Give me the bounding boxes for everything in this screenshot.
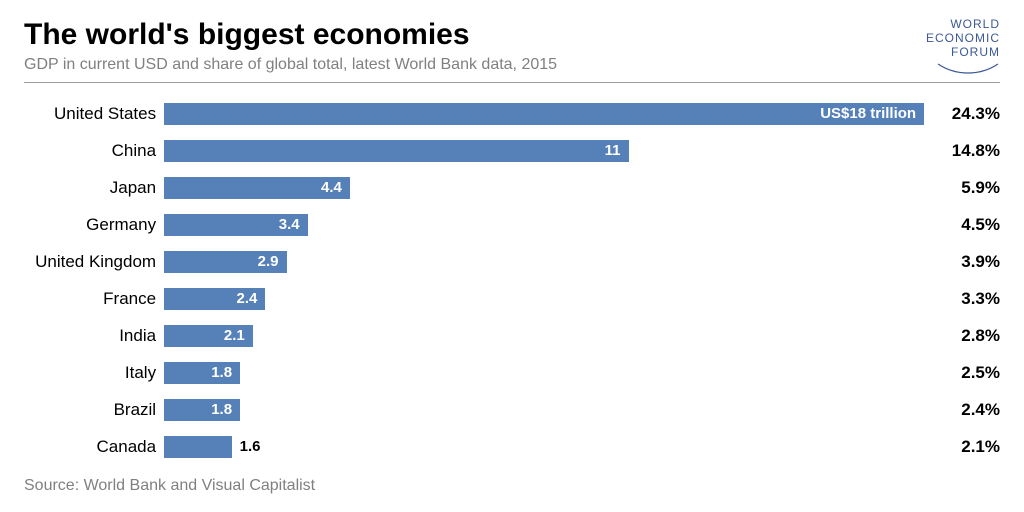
- bar-row: France 2.4 3.3%: [24, 282, 1000, 315]
- bar-row: Brazil 1.8 2.4%: [24, 393, 1000, 426]
- share-label: 5.9%: [924, 178, 1000, 198]
- bar-track: 2.9: [164, 251, 924, 273]
- share-label: 4.5%: [924, 215, 1000, 235]
- bar: 2.4: [164, 288, 265, 310]
- logo-line-1: WORLD: [926, 18, 1000, 32]
- share-label: 2.4%: [924, 400, 1000, 420]
- bar-track: 3.4: [164, 214, 924, 236]
- bar-row: Germany 3.4 4.5%: [24, 208, 1000, 241]
- header: The world's biggest economies GDP in cur…: [24, 18, 1000, 74]
- country-label: United Kingdom: [24, 252, 164, 272]
- share-label: 2.1%: [924, 437, 1000, 457]
- bar-track: US$18 trillion: [164, 103, 924, 125]
- logo-line-3: FORUM: [926, 46, 1000, 60]
- bar-row: United Kingdom 2.9 3.9%: [24, 245, 1000, 278]
- bar-row: United States US$18 trillion 24.3%: [24, 97, 1000, 130]
- bar-row: Italy 1.8 2.5%: [24, 356, 1000, 389]
- bar-track: 11: [164, 140, 924, 162]
- share-label: 2.5%: [924, 363, 1000, 383]
- swoosh-icon: [936, 62, 1000, 74]
- bar: 4.4: [164, 177, 350, 199]
- country-label: Italy: [24, 363, 164, 383]
- bar-value-label: 11: [605, 140, 621, 162]
- title-block: The world's biggest economies GDP in cur…: [24, 18, 557, 74]
- bar-value-label: 4.4: [321, 177, 342, 199]
- bar-row: Japan 4.4 5.9%: [24, 171, 1000, 204]
- logo-line-2: ECONOMIC: [926, 32, 1000, 46]
- country-label: United States: [24, 104, 164, 124]
- wef-logo: WORLD ECONOMIC FORUM: [926, 18, 1000, 74]
- bar-row: Canada 1.6 2.1%: [24, 430, 1000, 463]
- divider: [24, 82, 1000, 83]
- bar: 2.9: [164, 251, 286, 273]
- bar-row: India 2.1 2.8%: [24, 319, 1000, 352]
- bar-track: 2.1: [164, 325, 924, 347]
- bar-track: 4.4: [164, 177, 924, 199]
- country-label: Brazil: [24, 400, 164, 420]
- share-label: 2.8%: [924, 326, 1000, 346]
- bar: 1.8: [164, 362, 240, 384]
- bar: 11: [164, 140, 628, 162]
- source-caption: Source: World Bank and Visual Capitalist: [24, 477, 1000, 495]
- country-label: India: [24, 326, 164, 346]
- bar-value-label: US$18 trillion: [820, 103, 916, 125]
- bar: US$18 trillion: [164, 103, 924, 125]
- bar-value-label: 1.8: [211, 362, 232, 384]
- chart-page: The world's biggest economies GDP in cur…: [0, 0, 1024, 512]
- bar-value-label: 1.6: [232, 436, 261, 458]
- bar: [164, 436, 232, 458]
- bar-track: 1.6: [164, 436, 924, 458]
- bar-track: 1.8: [164, 399, 924, 421]
- bar: 2.1: [164, 325, 253, 347]
- country-label: Japan: [24, 178, 164, 198]
- chart-title: The world's biggest economies: [24, 18, 557, 52]
- bar-track: 2.4: [164, 288, 924, 310]
- share-label: 14.8%: [924, 141, 1000, 161]
- bar-value-label: 2.4: [237, 288, 258, 310]
- bar-value-label: 2.9: [258, 251, 279, 273]
- chart-subtitle: GDP in current USD and share of global t…: [24, 56, 557, 74]
- bar-value-label: 1.8: [211, 399, 232, 421]
- bar-track: 1.8: [164, 362, 924, 384]
- bar-value-label: 3.4: [279, 214, 300, 236]
- bar-row: China 11 14.8%: [24, 134, 1000, 167]
- bar: 1.8: [164, 399, 240, 421]
- share-label: 24.3%: [924, 104, 1000, 124]
- country-label: Germany: [24, 215, 164, 235]
- country-label: France: [24, 289, 164, 309]
- share-label: 3.9%: [924, 252, 1000, 272]
- bar: 3.4: [164, 214, 308, 236]
- share-label: 3.3%: [924, 289, 1000, 309]
- bar-value-label: 2.1: [224, 325, 245, 347]
- bar-chart: United States US$18 trillion 24.3% China 11 1…: [24, 97, 1000, 463]
- country-label: China: [24, 141, 164, 161]
- country-label: Canada: [24, 437, 164, 457]
